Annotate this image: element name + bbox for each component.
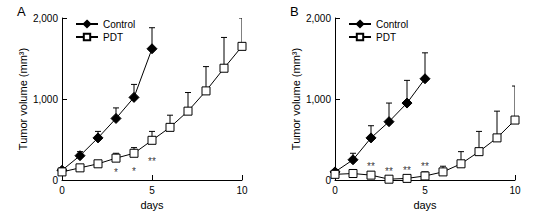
svg-text:B: B	[290, 4, 299, 19]
svg-text:A: A	[17, 4, 26, 19]
svg-text:Tumor volume (mm³): Tumor volume (mm³)	[17, 48, 29, 150]
svg-text:10: 10	[509, 185, 521, 196]
svg-text:Control: Control	[376, 19, 408, 30]
svg-text:0: 0	[325, 174, 331, 186]
svg-text:PDT: PDT	[103, 32, 123, 43]
svg-text:**: **	[403, 165, 411, 176]
svg-text:2,000: 2,000	[33, 13, 58, 24]
svg-text:1,000: 1,000	[306, 94, 331, 105]
svg-text:days: days	[413, 199, 437, 211]
svg-text:Control: Control	[103, 19, 135, 30]
svg-text:**: **	[421, 161, 429, 172]
svg-text:0: 0	[52, 174, 58, 186]
svg-text:0: 0	[59, 185, 65, 196]
svg-text:days: days	[140, 199, 164, 211]
svg-text:5: 5	[149, 185, 155, 196]
svg-text:*: *	[132, 166, 136, 177]
svg-text:1,000: 1,000	[33, 94, 58, 105]
svg-text:10: 10	[236, 185, 248, 196]
svg-text:PDT: PDT	[376, 32, 396, 43]
svg-text:**: **	[148, 156, 156, 167]
svg-text:0: 0	[332, 185, 338, 196]
svg-text:Tumor volume (mm³): Tumor volume (mm³)	[290, 48, 302, 150]
svg-text:**: **	[367, 161, 375, 172]
svg-text:2,000: 2,000	[306, 13, 331, 24]
svg-text:5: 5	[422, 185, 428, 196]
svg-text:*: *	[114, 167, 118, 178]
svg-text:**: **	[385, 166, 393, 177]
